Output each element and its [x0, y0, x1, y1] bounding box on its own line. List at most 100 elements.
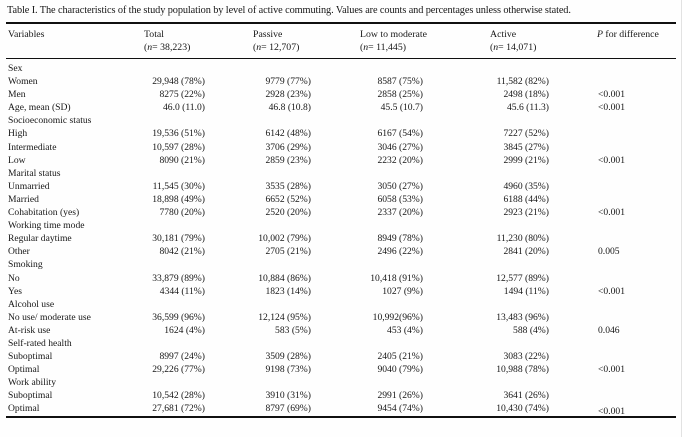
cell-p-value — [597, 193, 676, 206]
cell-total — [144, 114, 253, 127]
p-value-text: <0.001 — [598, 207, 625, 219]
cell-total: 8275 (22%) — [144, 88, 253, 101]
table-header: Variables Total (n= 38,223) Passive (n= … — [6, 23, 676, 59]
cell-active-value: 11,230 (80%) — [496, 233, 549, 245]
table-row: Low 8090 (21%) 2859 (23%) 2232 (20%) 299… — [6, 154, 676, 167]
cell-low-moderate-value: 9040 (79%) — [377, 364, 423, 376]
cell-passive: 583 (5%) — [253, 324, 360, 337]
cell-total: 8090 (21%) — [144, 154, 253, 167]
col-header-variables-label: Variables — [8, 29, 45, 40]
cell-passive — [253, 298, 360, 311]
cell-low-moderate: 2858 (25%) — [360, 88, 490, 101]
col-header-active-label: Active — [490, 29, 517, 40]
cell-p-value: <0.001 — [597, 101, 676, 114]
table-row: Suboptimal 8997 (24%) 3509 (28%) 2405 (2… — [6, 350, 676, 363]
cell-low-moderate: 2991 (26%) — [360, 389, 490, 402]
header-row: Variables Total (n= 38,223) Passive (n= … — [6, 23, 676, 59]
cell-active-value: 10,988 (78%) — [496, 364, 549, 376]
cell-passive: 9779 (77%) — [253, 75, 360, 88]
cell-total: 11,545 (30%) — [144, 180, 253, 193]
cell-total-value: 1624 (4%) — [164, 324, 205, 336]
cell-low-moderate: 453 (4%) — [360, 324, 490, 337]
cell-passive: 9198 (73%) — [253, 363, 360, 376]
cell-active: 3845 (27%) — [490, 141, 597, 154]
cell-active: 11,582 (82%) — [490, 75, 597, 88]
row-label: Optimal — [8, 403, 40, 415]
cell-passive: 3706 (29%) — [253, 141, 360, 154]
cell-active-value: 1494 (11%) — [503, 285, 549, 297]
cell-total: 10,597 (28%) — [144, 141, 253, 154]
cell-passive-value: 2859 (23%) — [265, 154, 311, 166]
table-row: Cohabitation (yes) 7780 (20%) 2520 (20%)… — [6, 206, 676, 219]
table-row: Socioeconomic status — [6, 114, 676, 127]
cell-active: 7227 (52%) — [490, 127, 597, 140]
cell-active-value: 2498 (18%) — [503, 89, 549, 101]
cell-active-value: 588 (4%) — [513, 324, 549, 336]
cell-active-value: 7227 (52%) — [503, 128, 549, 140]
row-label: Other — [8, 246, 30, 258]
cell-total-value: 29,226 (77%) — [152, 364, 205, 376]
cell-total — [144, 337, 253, 350]
cell-p-value — [597, 350, 676, 363]
cell-total-value: 10,542 (28%) — [152, 390, 205, 402]
cell-active: 6188 (44%) — [490, 193, 597, 206]
cell-active: 588 (4%) — [490, 324, 597, 337]
cell-total: 18,898 (49%) — [144, 193, 253, 206]
cell-low-moderate — [360, 376, 490, 389]
cell-active: 3641 (26%) — [490, 389, 597, 402]
cell-total-value: 10,597 (28%) — [152, 141, 205, 153]
cell-passive — [253, 219, 360, 232]
row-label: Regular daytime — [8, 233, 72, 245]
cell-low-moderate — [360, 167, 490, 180]
cell-active — [490, 219, 597, 232]
cell-total: 8997 (24%) — [144, 350, 253, 363]
cell-p-value — [597, 272, 676, 285]
col-header-low-moderate: Low to moderate (n= 11,445) — [360, 23, 490, 59]
cell-low-moderate-value: 2232 (20%) — [377, 154, 423, 166]
cell-total-value: 33,879 (89%) — [152, 272, 205, 284]
cell-p-value: <0.001 — [597, 285, 676, 298]
table-row: Unmarried 11,545 (30%) 3535 (28%) 3050 (… — [6, 180, 676, 193]
col-header-passive-label: Passive — [253, 29, 283, 40]
cell-total — [144, 376, 253, 389]
col-header-passive: Passive (n= 12,707) — [253, 23, 360, 59]
row-label: Self-rated health — [8, 337, 72, 349]
cell-passive: 3535 (28%) — [253, 180, 360, 193]
cell-passive: 10,884 (86%) — [253, 272, 360, 285]
cell-active — [490, 59, 597, 76]
cell-total-value: 19,536 (51%) — [152, 128, 205, 140]
row-label: Working time mode — [8, 220, 85, 232]
table-row: No 33,879 (89%) 10,884 (86%) 10,418 (91%… — [6, 272, 676, 285]
cell-total-value: 18,898 (49%) — [152, 193, 205, 205]
cell-active: 4960 (35%) — [490, 180, 597, 193]
cell-total-value: 7780 (20%) — [159, 207, 205, 219]
cell-passive-value: 6652 (52%) — [265, 193, 311, 205]
cell-passive — [253, 167, 360, 180]
cell-low-moderate-value: 1027 (9%) — [382, 285, 423, 297]
cell-total-value: 8275 (22%) — [159, 89, 205, 101]
cell-p-value — [597, 141, 676, 154]
row-label: Unmarried — [8, 180, 50, 192]
cell-p-value — [597, 232, 676, 245]
cell-passive: 2859 (23%) — [253, 154, 360, 167]
table-row: Regular daytime 30,181 (79%) 10,002 (79%… — [6, 232, 676, 245]
p-value-text: 0.046 — [598, 324, 620, 336]
cell-passive-value: 8797 (69%) — [265, 403, 311, 415]
cell-low-moderate: 6167 (54%) — [360, 127, 490, 140]
col-header-active: Active (n= 14,071) — [490, 23, 597, 59]
row-label: Cohabitation (yes) — [8, 207, 80, 219]
cell-active-value: 10,430 (74%) — [496, 403, 549, 415]
cell-passive-value: 3706 (29%) — [265, 141, 311, 153]
cell-low-moderate — [360, 219, 490, 232]
row-label: No use/ moderate use — [8, 311, 91, 323]
cell-low-moderate-value: 6058 (53%) — [377, 193, 423, 205]
cell-total: 46.0 (11.0) — [144, 101, 253, 114]
table-row: Alcohol use — [6, 298, 676, 311]
cell-passive: 2928 (23%) — [253, 88, 360, 101]
table-body: Sex Women 29,948 (78%) 9779 (77%) 8587 (… — [6, 59, 676, 417]
cell-passive: 12,124 (95%) — [253, 311, 360, 324]
cell-low-moderate: 45.5 (10.7) — [360, 101, 490, 114]
cell-active — [490, 167, 597, 180]
cell-passive — [253, 376, 360, 389]
cell-passive: 6652 (52%) — [253, 193, 360, 206]
